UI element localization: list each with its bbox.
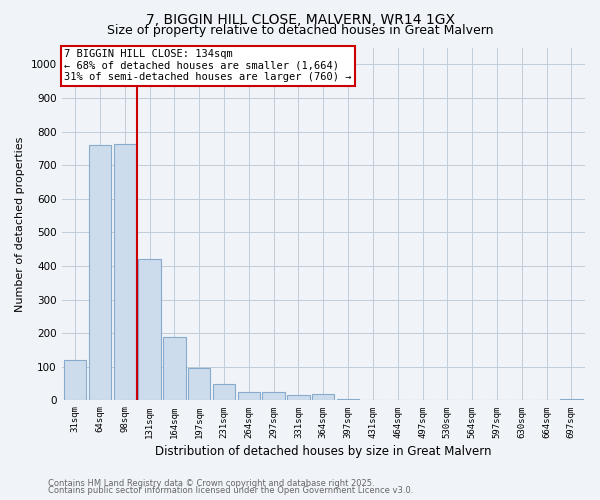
Bar xyxy=(139,260,161,400)
Bar xyxy=(287,396,310,400)
Text: 7, BIGGIN HILL CLOSE, MALVERN, WR14 1GX: 7, BIGGIN HILL CLOSE, MALVERN, WR14 1GX xyxy=(146,12,455,26)
Bar xyxy=(64,360,86,401)
Bar xyxy=(238,392,260,400)
Bar xyxy=(262,392,285,400)
Text: 7 BIGGIN HILL CLOSE: 134sqm
← 68% of detached houses are smaller (1,664)
31% of : 7 BIGGIN HILL CLOSE: 134sqm ← 68% of det… xyxy=(64,50,352,82)
Text: Contains HM Land Registry data © Crown copyright and database right 2025.: Contains HM Land Registry data © Crown c… xyxy=(48,478,374,488)
Text: Size of property relative to detached houses in Great Malvern: Size of property relative to detached ho… xyxy=(107,24,493,37)
X-axis label: Distribution of detached houses by size in Great Malvern: Distribution of detached houses by size … xyxy=(155,444,491,458)
Bar xyxy=(89,145,111,401)
Bar xyxy=(312,394,334,400)
Y-axis label: Number of detached properties: Number of detached properties xyxy=(15,136,25,312)
Bar xyxy=(113,144,136,400)
Bar xyxy=(560,399,583,400)
Bar xyxy=(188,368,211,400)
Bar xyxy=(213,384,235,400)
Text: Contains public sector information licensed under the Open Government Licence v3: Contains public sector information licen… xyxy=(48,486,413,495)
Bar xyxy=(163,338,185,400)
